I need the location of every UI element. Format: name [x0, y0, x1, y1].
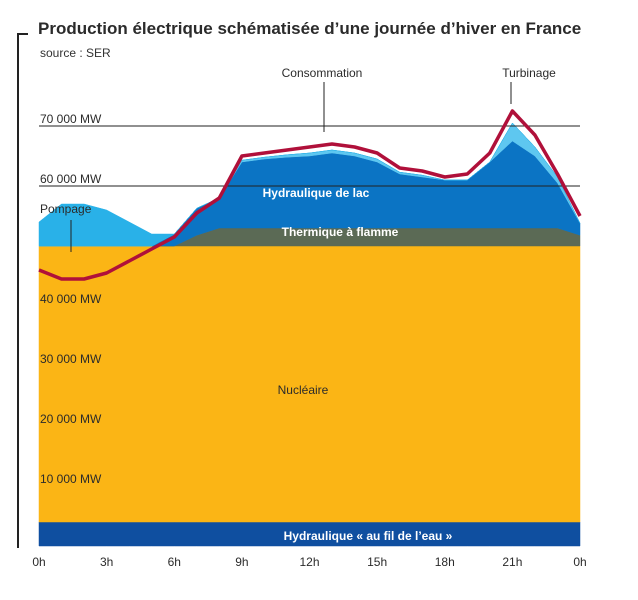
consumption-line	[38, 109, 582, 281]
layer-label-nucleaire: Nucléaire	[278, 383, 329, 397]
x-tick-label: 12h	[299, 555, 319, 569]
x-tick-label: 3h	[100, 555, 113, 569]
y-tick-label: 30 000 MW	[40, 352, 102, 366]
y-tick-label: 40 000 MW	[40, 292, 102, 306]
x-tick-label: 0h	[32, 555, 45, 569]
consumption-layer	[38, 109, 582, 281]
y-tick-label: 60 000 MW	[40, 172, 102, 186]
x-tick-label: 15h	[367, 555, 387, 569]
x-tick-labels: 0h 3h 6h 9h 12h 15h 18h 21h 0h	[32, 555, 586, 569]
gridlines	[39, 125, 580, 187]
y-tick-label: 10 000 MW	[40, 472, 102, 486]
y-tick-label: 20 000 MW	[40, 412, 102, 426]
annotation-turbinage: Turbinage	[502, 66, 556, 80]
annotation-pompage: Pompage	[40, 202, 92, 216]
y-tick-labels: 10 000 MW 20 000 MW 30 000 MW 40 000 MW 60 0…	[40, 112, 102, 486]
layer-label-hydraulique-lac: Hydraulique de lac	[263, 186, 370, 200]
chart-title: Production électrique schématisée d’une …	[38, 19, 581, 38]
layer-label-fil-de-leau: Hydraulique « au fil de l’eau »	[284, 529, 453, 543]
x-tick-label: 21h	[502, 555, 522, 569]
annotation-consommation: Consommation	[282, 66, 363, 80]
layer-label-thermique: Thermique à flamme	[282, 225, 399, 239]
x-tick-label: 6h	[168, 555, 181, 569]
x-tick-label: 0h	[573, 555, 586, 569]
x-tick-label: 18h	[435, 555, 455, 569]
y-tick-label: 70 000 MW	[40, 112, 102, 126]
title-bracket	[17, 33, 28, 42]
area-layers	[38, 122, 581, 547]
x-tick-label: 9h	[235, 555, 248, 569]
chart-subtitle: source : SER	[40, 46, 111, 60]
